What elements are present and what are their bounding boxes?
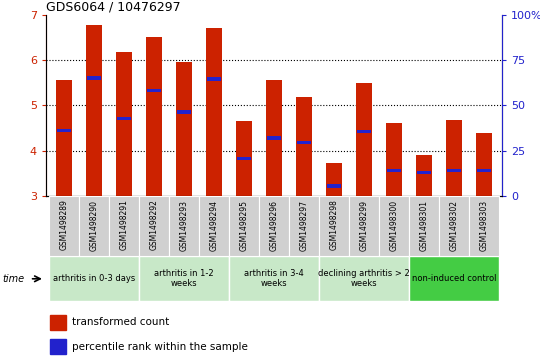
Bar [296,97,312,196]
Text: GSM1498296: GSM1498296 [269,200,279,250]
Bar [298,141,311,144]
Text: GSM1498303: GSM1498303 [480,200,489,251]
Bar [477,169,491,172]
Text: arthritis in 3-4
weeks: arthritis in 3-4 weeks [244,269,304,288]
Text: non-induced control: non-induced control [412,274,496,283]
Bar [237,157,251,160]
Text: percentile rank within the sample: percentile rank within the sample [72,342,248,352]
Bar [87,77,100,79]
Bar [49,256,139,301]
Text: GSM1498299: GSM1498299 [360,200,369,250]
Bar [229,256,319,301]
Bar [319,196,349,256]
Bar [267,136,281,139]
Bar [236,121,252,196]
Bar [409,196,439,256]
Text: GSM1498294: GSM1498294 [210,200,219,250]
Bar [199,196,229,256]
Bar [169,196,199,256]
Bar [117,117,131,121]
Bar [357,130,371,133]
Bar [356,83,373,196]
Bar [109,196,139,256]
Bar [207,77,221,81]
Bar [146,37,162,196]
Bar [319,256,409,301]
Bar [86,25,102,196]
Bar [50,339,66,354]
Text: declining arthritis > 2
weeks: declining arthritis > 2 weeks [318,269,410,288]
Text: arthritis in 1-2
weeks: arthritis in 1-2 weeks [154,269,214,288]
Bar [56,80,72,196]
Bar [206,28,222,196]
Text: GSM1498302: GSM1498302 [450,200,458,250]
Bar [259,196,289,256]
Bar [417,171,431,174]
Text: GSM1498301: GSM1498301 [420,200,429,250]
Text: GSM1498298: GSM1498298 [329,200,339,250]
Text: GSM1498290: GSM1498290 [90,200,98,250]
Text: GSM1498297: GSM1498297 [300,200,308,250]
Text: GSM1498289: GSM1498289 [59,200,69,250]
Text: GSM1498291: GSM1498291 [119,200,129,250]
Bar [229,196,259,256]
Bar [476,133,492,196]
Bar [147,89,161,92]
Bar [387,169,401,172]
Text: GSM1498300: GSM1498300 [390,200,399,251]
Bar [448,169,461,172]
Bar [379,196,409,256]
Text: GSM1498295: GSM1498295 [240,200,248,250]
Text: transformed count: transformed count [72,317,170,327]
Bar [446,120,462,196]
Bar [57,129,71,132]
Bar [349,196,379,256]
Text: arthritis in 0-3 days: arthritis in 0-3 days [53,274,135,283]
Bar [116,52,132,196]
Text: GSM1498293: GSM1498293 [179,200,188,250]
Bar [416,155,433,196]
Bar [266,80,282,196]
Bar [49,196,79,256]
Bar [177,110,191,114]
Text: GDS6064 / 10476297: GDS6064 / 10476297 [46,0,180,13]
Bar [326,163,342,196]
Bar [409,256,499,301]
Text: time: time [3,274,25,284]
Bar [50,315,66,330]
Bar [469,196,499,256]
Bar [79,196,109,256]
Bar [139,196,169,256]
Bar [289,196,319,256]
Bar [176,62,192,196]
Bar [327,184,341,188]
Bar [139,256,229,301]
Text: GSM1498292: GSM1498292 [150,200,158,250]
Bar [439,196,469,256]
Bar [386,122,402,196]
